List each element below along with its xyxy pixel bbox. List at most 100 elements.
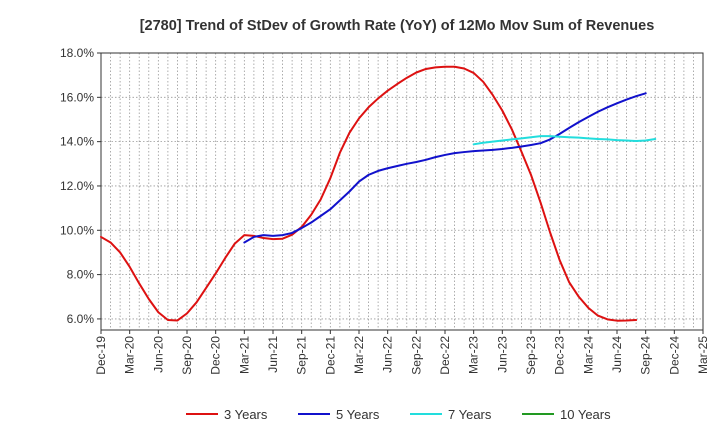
data-point-5-years — [243, 241, 245, 243]
data-point-3-years — [281, 238, 283, 240]
legend-item-5-years[interactable]: 5 Years — [298, 407, 380, 422]
data-point-7-years — [549, 135, 551, 137]
data-point-3-years — [148, 298, 150, 300]
data-point-3-years — [348, 132, 350, 134]
x-tick-label: Mar-24 — [581, 336, 595, 374]
data-point-7-years — [654, 138, 656, 140]
data-point-7-years — [578, 136, 580, 138]
y-tick-label: 18.0% — [60, 46, 94, 60]
series-layer — [100, 65, 657, 322]
x-tick-label: Jun-21 — [266, 336, 280, 373]
data-point-3-years — [186, 312, 188, 314]
data-point-3-years — [310, 214, 312, 216]
data-point-3-years — [539, 201, 541, 203]
data-point-3-years — [396, 83, 398, 85]
data-point-7-years — [472, 143, 474, 145]
data-point-3-years — [434, 66, 436, 68]
data-point-3-years — [635, 319, 637, 321]
data-point-3-years — [606, 318, 608, 320]
data-point-3-years — [138, 282, 140, 284]
data-point-3-years — [578, 296, 580, 298]
data-point-5-years — [539, 142, 541, 144]
data-point-3-years — [176, 319, 178, 321]
x-tick-label: Dec-20 — [209, 336, 223, 375]
data-point-7-years — [558, 136, 560, 138]
x-tick-label: Mar-22 — [352, 336, 366, 374]
data-point-7-years — [520, 137, 522, 139]
data-point-5-years — [578, 121, 580, 123]
data-point-3-years — [272, 238, 274, 240]
data-point-3-years — [472, 72, 474, 74]
data-point-3-years — [558, 259, 560, 261]
x-tick-label: Jun-22 — [381, 336, 395, 373]
data-point-5-years — [520, 145, 522, 147]
data-point-5-years — [558, 133, 560, 135]
data-point-3-years — [511, 128, 513, 130]
data-point-5-years — [568, 127, 570, 129]
data-point-3-years — [530, 174, 532, 176]
data-point-5-years — [396, 165, 398, 167]
data-point-7-years — [644, 139, 646, 141]
data-point-5-years — [377, 170, 379, 172]
data-point-7-years — [635, 140, 637, 142]
data-point-3-years — [119, 251, 121, 253]
x-tick-label: Dec-21 — [323, 336, 337, 375]
data-point-5-years — [300, 227, 302, 229]
data-point-3-years — [358, 117, 360, 119]
x-tick-label: Jun-20 — [151, 336, 165, 373]
data-point-5-years — [320, 215, 322, 217]
series-5-years — [243, 92, 647, 244]
legend-label-7-years: 7 Years — [448, 407, 492, 422]
x-tick-label: Sep-24 — [639, 336, 653, 375]
data-point-3-years — [463, 67, 465, 69]
legend-item-3-years[interactable]: 3 Years — [186, 407, 268, 422]
data-point-7-years — [492, 140, 494, 142]
data-point-5-years — [358, 180, 360, 182]
data-point-5-years — [425, 159, 427, 161]
data-point-7-years — [597, 138, 599, 140]
series-3-years — [100, 65, 638, 322]
data-point-3-years — [329, 177, 331, 179]
x-tick-label: Dec-22 — [438, 336, 452, 375]
data-point-5-years — [406, 163, 408, 165]
data-point-3-years — [128, 266, 130, 268]
data-point-5-years — [644, 92, 646, 94]
x-tick-label: Sep-20 — [180, 336, 194, 375]
data-point-3-years — [549, 231, 551, 233]
legend-label-3-years: 3 Years — [224, 407, 268, 422]
data-point-5-years — [253, 236, 255, 238]
data-point-7-years — [511, 138, 513, 140]
data-point-5-years — [472, 150, 474, 152]
data-point-5-years — [549, 138, 551, 140]
data-point-3-years — [415, 71, 417, 73]
data-point-5-years — [310, 221, 312, 223]
data-point-5-years — [635, 95, 637, 97]
x-tick-label: Mar-23 — [467, 336, 481, 374]
data-point-5-years — [329, 208, 331, 210]
data-point-7-years — [530, 136, 532, 138]
data-point-5-years — [444, 154, 446, 156]
data-point-5-years — [501, 148, 503, 150]
data-point-5-years — [339, 199, 341, 201]
data-point-7-years — [539, 135, 541, 137]
legend-item-7-years[interactable]: 7 Years — [410, 407, 492, 422]
legend-item-10-years[interactable]: 10 Years — [522, 407, 611, 422]
data-point-3-years — [492, 94, 494, 96]
data-point-3-years — [453, 66, 455, 68]
data-point-7-years — [606, 138, 608, 140]
data-point-3-years — [214, 272, 216, 274]
data-point-3-years — [597, 314, 599, 316]
data-point-5-years — [597, 111, 599, 113]
legend-label-5-years: 5 Years — [336, 407, 380, 422]
data-point-3-years — [167, 319, 169, 321]
y-tick-label: 16.0% — [60, 90, 94, 104]
y-tick-label: 14.0% — [60, 135, 94, 149]
data-point-3-years — [195, 301, 197, 303]
plot-area — [101, 53, 703, 330]
data-point-7-years — [482, 142, 484, 144]
x-tick-label: Mar-21 — [237, 336, 251, 374]
series-line-5-years — [243, 92, 647, 244]
data-point-5-years — [587, 116, 589, 118]
data-point-3-years — [100, 236, 102, 238]
